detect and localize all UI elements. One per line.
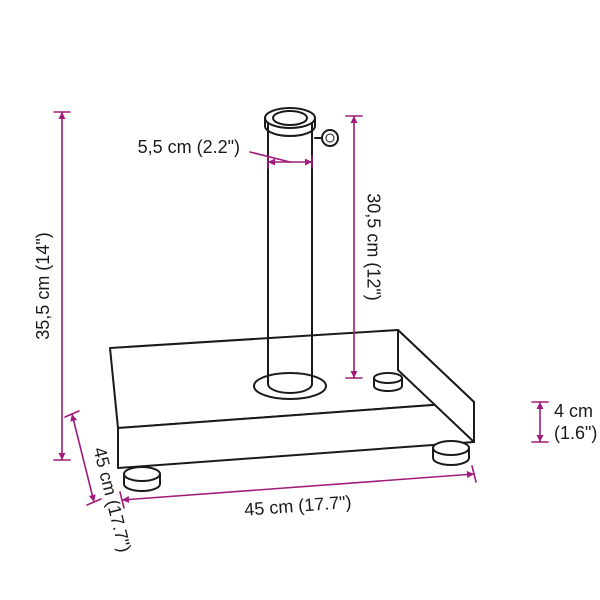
label-base-thickness: 4 cm <box>554 401 593 421</box>
label-total-height: 35,5 cm (14") <box>33 232 53 339</box>
dimension-diagram: 35,5 cm (14") 30,5 cm (12") 5,5 cm (2.2") 4… <box>0 0 600 600</box>
dimension-lines: 35,5 cm (14") 30,5 cm (12") 5,5 cm (2.2") 4… <box>33 112 598 554</box>
label-width: 45 cm (17.7") <box>244 492 353 520</box>
label-tube-height: 30,5 cm (12") <box>363 193 383 300</box>
svg-text:(1.6"): (1.6") <box>554 423 597 443</box>
label-tube-diameter: 5,5 cm (2.2") <box>138 137 240 157</box>
product-outline <box>110 108 474 491</box>
